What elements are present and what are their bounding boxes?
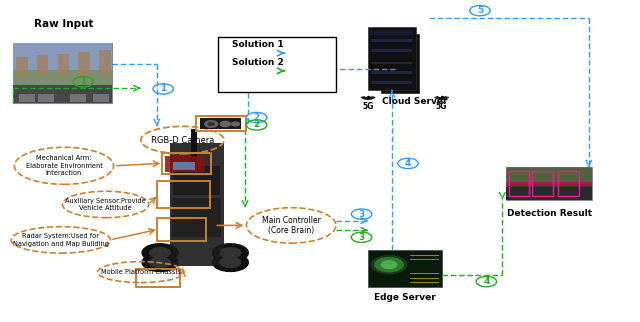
Bar	[70, 94, 86, 102]
Text: 2: 2	[253, 120, 260, 129]
Bar	[381, 34, 419, 93]
Bar	[79, 52, 90, 76]
Circle shape	[150, 248, 170, 258]
Circle shape	[205, 121, 218, 127]
Text: 3: 3	[358, 210, 365, 219]
FancyBboxPatch shape	[218, 37, 336, 92]
Circle shape	[208, 122, 214, 126]
Bar	[506, 187, 592, 200]
Circle shape	[220, 257, 241, 268]
Circle shape	[150, 257, 170, 268]
Text: RGB-D Camera: RGB-D Camera	[150, 136, 214, 145]
Bar	[371, 39, 412, 42]
Bar	[38, 94, 54, 102]
Bar	[191, 129, 197, 167]
Bar	[509, 171, 529, 196]
Bar	[173, 162, 195, 170]
Bar	[99, 51, 111, 76]
Bar	[172, 198, 221, 237]
Text: Mechanical Arm:
Elaborate Environment
Interaction: Mechanical Arm: Elaborate Environment In…	[26, 155, 102, 176]
Text: Radar System:Used for
Navigation and Map Building: Radar System:Used for Navigation and Map…	[13, 233, 109, 247]
Circle shape	[375, 258, 403, 272]
Text: Solution 2: Solution 2	[232, 58, 284, 67]
Circle shape	[212, 253, 248, 271]
Bar	[93, 94, 109, 102]
Bar	[368, 27, 416, 90]
Bar	[371, 71, 412, 74]
Bar	[371, 62, 412, 64]
Text: Detection Result: Detection Result	[506, 209, 592, 218]
Bar	[370, 30, 413, 35]
Circle shape	[142, 253, 178, 271]
Circle shape	[220, 121, 230, 127]
Bar	[13, 43, 112, 70]
Text: 1: 1	[160, 84, 166, 93]
Text: 2: 2	[253, 113, 260, 122]
Bar	[532, 171, 553, 196]
Circle shape	[220, 248, 241, 258]
Bar	[173, 166, 220, 195]
Bar	[37, 55, 49, 76]
Text: Solution 1: Solution 1	[232, 40, 284, 49]
Text: Raw Input: Raw Input	[35, 19, 93, 29]
Bar	[506, 167, 592, 200]
Text: 1: 1	[80, 77, 86, 86]
Text: 4: 4	[405, 159, 411, 168]
Text: Cloud Server: Cloud Server	[382, 97, 447, 106]
Bar	[371, 49, 412, 52]
Text: 5G: 5G	[362, 102, 374, 111]
Circle shape	[142, 244, 178, 262]
Bar	[558, 171, 579, 196]
Text: Mobile Platform Chassis: Mobile Platform Chassis	[101, 269, 180, 275]
Bar	[19, 94, 35, 102]
Circle shape	[232, 122, 239, 126]
Circle shape	[212, 244, 248, 262]
Bar	[170, 143, 224, 266]
Text: 5G: 5G	[436, 102, 447, 111]
Bar	[200, 118, 241, 129]
Bar	[506, 167, 592, 184]
Text: 3: 3	[358, 233, 365, 242]
Text: Edge Server: Edge Server	[374, 293, 436, 302]
Text: 4: 4	[483, 277, 490, 286]
Bar	[13, 43, 112, 103]
Bar	[506, 182, 592, 186]
Circle shape	[381, 261, 397, 269]
Text: Main Controller
(Core Brain): Main Controller (Core Brain)	[262, 216, 321, 235]
Text: Auxiliary Sensor:Provide
Vehicle Attitude: Auxiliary Sensor:Provide Vehicle Attitud…	[65, 198, 146, 211]
Text: 5: 5	[477, 6, 483, 15]
Bar	[13, 85, 112, 103]
Bar	[371, 81, 412, 84]
Bar	[165, 156, 205, 172]
Circle shape	[371, 256, 407, 274]
Bar	[16, 57, 28, 76]
Bar	[368, 250, 442, 287]
Bar	[58, 54, 69, 76]
